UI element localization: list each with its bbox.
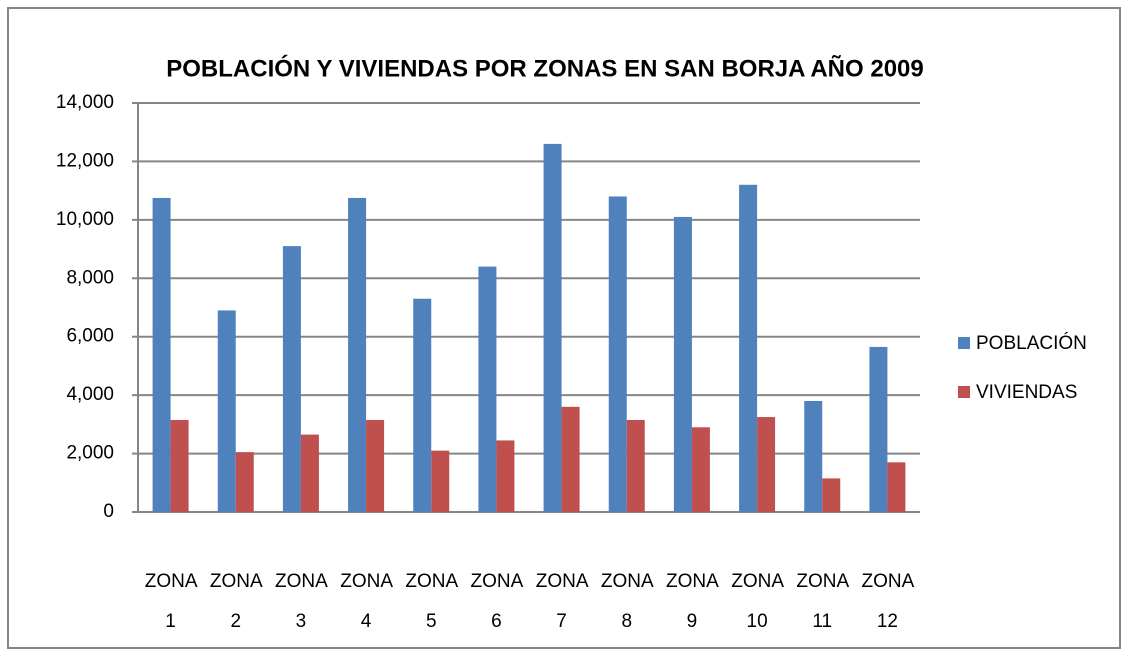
x-tick-label: ZONA 11 xyxy=(796,571,850,632)
x-tick-label: ZONA 1 xyxy=(144,571,198,632)
bar xyxy=(366,419,385,512)
bar xyxy=(431,450,450,512)
y-tick-label: 14,000 xyxy=(56,92,114,113)
bar xyxy=(561,406,580,512)
y-tick-label: 4,000 xyxy=(66,384,114,405)
bar xyxy=(804,400,823,512)
bar xyxy=(691,427,710,512)
x-tick-label: ZONA 8 xyxy=(600,571,654,632)
x-tick-label: ZONA 4 xyxy=(340,571,393,632)
chart-border xyxy=(7,7,1121,649)
x-tick-label: ZONA 3 xyxy=(275,571,328,632)
bar xyxy=(543,143,562,512)
y-tick-label: 6,000 xyxy=(66,326,114,347)
bar xyxy=(496,440,515,512)
bar xyxy=(217,310,236,512)
bar xyxy=(608,196,627,512)
chart-title: POBLACIÓN Y VIVIENDAS POR ZONAS EN SAN B… xyxy=(166,54,924,82)
x-tick-label: ZONA 6 xyxy=(470,571,524,632)
bar xyxy=(152,197,171,513)
x-tick-label: ZONA 12 xyxy=(861,571,915,632)
bar xyxy=(869,346,888,512)
legend-swatch xyxy=(958,386,970,398)
y-tick-label: 10,000 xyxy=(56,209,114,230)
x-tick-label: ZONA 5 xyxy=(405,571,459,632)
bar xyxy=(626,419,645,512)
bar xyxy=(673,216,692,512)
bar xyxy=(739,184,758,513)
bar xyxy=(300,434,319,512)
x-tick-label: ZONA 7 xyxy=(535,571,589,632)
y-tick-label: 8,000 xyxy=(66,267,114,288)
bar xyxy=(348,197,367,513)
y-tick-label: 0 xyxy=(103,501,114,522)
bar xyxy=(478,266,497,512)
bar xyxy=(170,419,189,512)
y-tick-label: 12,000 xyxy=(56,150,114,171)
x-tick-label: ZONA 10 xyxy=(731,571,784,632)
bar xyxy=(282,246,301,512)
bar xyxy=(757,417,776,512)
x-tick-label: ZONA 9 xyxy=(666,571,719,632)
y-tick-label: 2,000 xyxy=(66,443,114,464)
legend-label: POBLACIÓN xyxy=(976,332,1087,354)
bar xyxy=(887,462,906,512)
legend-label: VIVIENDAS xyxy=(976,382,1077,403)
bar xyxy=(822,478,841,512)
bar xyxy=(413,298,432,512)
x-tick-label: ZONA 2 xyxy=(209,571,263,632)
bar xyxy=(235,452,254,512)
legend-swatch xyxy=(958,337,970,349)
